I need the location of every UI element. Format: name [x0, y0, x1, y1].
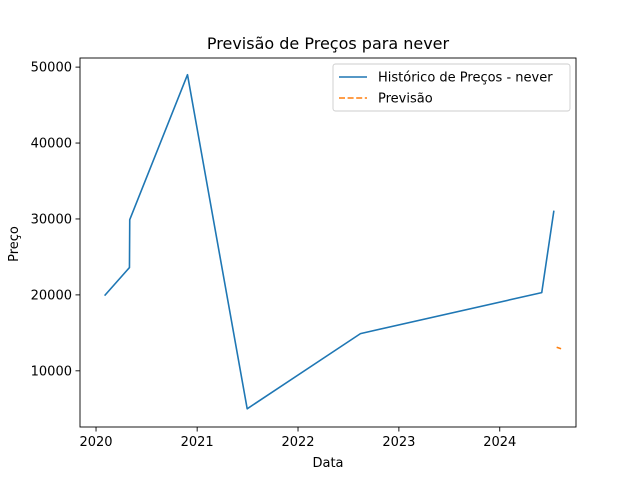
x-tick-label: 2023 — [382, 435, 415, 450]
y-tick-label: 40000 — [31, 137, 72, 152]
y-tick-label: 10000 — [31, 364, 72, 379]
y-tick-label: 50000 — [31, 61, 72, 76]
y-axis-label: Preço — [7, 226, 22, 262]
y-tick-label: 20000 — [31, 288, 72, 303]
legend: Histórico de Preços - never Previsão — [332, 63, 571, 112]
y-tick-label: 30000 — [31, 212, 72, 227]
plot-frame — [79, 57, 577, 428]
legend-label-1: Previsão — [378, 92, 433, 107]
legend-box — [332, 63, 571, 112]
x-tick-label: 2022 — [281, 435, 314, 450]
x-tick-label: 2020 — [79, 435, 112, 450]
series-line-1 — [556, 346, 562, 350]
x-axis-label: Data — [312, 456, 343, 471]
legend-label-0: Histórico de Preços - never — [378, 71, 553, 86]
plot-area — [103, 73, 562, 410]
x-tick-label: 2024 — [483, 435, 516, 450]
x-tick-label: 2021 — [181, 435, 214, 450]
chart-title: Previsão de Preços para never — [207, 34, 450, 53]
series-line-0 — [103, 73, 555, 410]
